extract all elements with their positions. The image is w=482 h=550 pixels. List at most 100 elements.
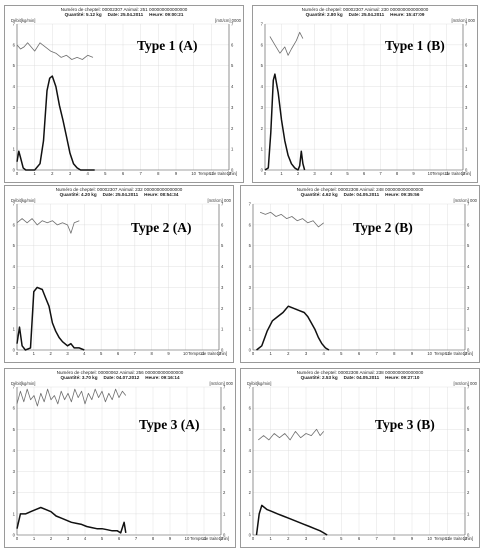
- y-tick-label-right: 7: [467, 385, 470, 390]
- x-tick-label: 0: [16, 171, 19, 176]
- y-tick-label-right: 5: [465, 63, 468, 68]
- x-tick-label: 2: [49, 351, 52, 356]
- x-tick-label: 10: [427, 536, 432, 541]
- x-tick-label: 3: [67, 536, 70, 541]
- x-tick-label: 3: [69, 171, 72, 176]
- y-tick-label: 7: [249, 202, 252, 207]
- x-tick-label: 7: [379, 171, 382, 176]
- chart-type-label: Type 1 (B): [385, 38, 445, 53]
- series-line-conductivity: [259, 211, 324, 228]
- y-axis-label-right: [mS/cm] 000: [451, 18, 475, 23]
- y-tick-label-right: 2: [221, 306, 224, 311]
- x-tick-label: 7: [134, 351, 137, 356]
- series-line-flow: [16, 286, 85, 351]
- x-tick-label: 3: [305, 536, 308, 541]
- chart-svg: 0 1 2 3 4 5 6 7 8 9 10 11 120 01 12 23 34 45 56 67 7: [13, 385, 226, 542]
- x-axis-label: Temps de traite [min]: [434, 536, 473, 541]
- header-time: Heure: 09:16:14: [145, 375, 180, 380]
- x-tick-label: 7: [375, 351, 378, 356]
- x-tick-label: 9: [175, 171, 178, 176]
- y-tick-label-right: 5: [467, 243, 470, 248]
- chart-svg: 0 1 2 3 4 5 6 7 8 9 10 11 120 01 12 23 34 45 56 67 7: [261, 22, 468, 177]
- series-line-flow: [264, 73, 306, 171]
- y-tick-label: 7: [261, 22, 264, 27]
- gridlines: [16, 386, 222, 536]
- y-tick-label: 6: [13, 42, 16, 47]
- y-tick-label-right: 5: [467, 427, 470, 432]
- chart-panel-type-2-a: 0 1 2 3 4 5 6 7 8 9 10 11 12 0 0 1 1 2 2 3 3 4 4 5 5 6 6 7 7 Numéro d…: [4, 185, 234, 363]
- y-tick-label-right: 5: [221, 243, 224, 248]
- series-line-conductivity: [16, 388, 127, 407]
- x-tick-label: 11: [202, 536, 207, 541]
- y-tick-label: 3: [13, 105, 16, 110]
- x-tick-label: 0: [252, 351, 255, 356]
- y-tick-label: 2: [13, 306, 16, 311]
- x-tick-label: 9: [411, 536, 414, 541]
- axes: [16, 387, 222, 536]
- header-quantity: Quantité: 4.62 kg: [300, 192, 338, 197]
- y-tick-label-right: 3: [223, 469, 226, 474]
- y-tick-label: 6: [249, 406, 252, 411]
- x-tick-label: 4: [83, 351, 86, 356]
- y-tick-label: 6: [249, 222, 252, 227]
- x-tick-label: 9: [411, 351, 414, 356]
- y-tick-label: 2: [249, 306, 252, 311]
- y-tick-label-right: 6: [231, 42, 234, 47]
- y-tick-label-right: 4: [223, 448, 226, 453]
- x-tick-label: 12: [217, 351, 222, 356]
- y-tick-label-right: 7: [465, 22, 468, 27]
- y-tick-label: 3: [249, 285, 252, 290]
- header-date: Date: 04.05.2011: [343, 375, 380, 380]
- x-tick-label: 6: [118, 536, 121, 541]
- series-line-flow: [256, 305, 330, 351]
- y-tick-label-right: 3: [467, 285, 470, 290]
- y-tick-label-right: 6: [221, 222, 224, 227]
- y-tick-label-right: 1: [223, 511, 226, 516]
- x-tick-label: 5: [101, 536, 104, 541]
- x-tick-label: 6: [358, 351, 361, 356]
- chart-header-line: Numéro de cheptel: 00000062 Animal: 256 …: [56, 370, 184, 375]
- chart-header-line: Numéro de cheptel: 00002307 Animal: 251 …: [60, 7, 188, 12]
- y-tick-label-right: 1: [467, 327, 470, 332]
- x-tick-label: 11: [445, 351, 450, 356]
- x-tick-label: 0: [16, 351, 19, 356]
- y-tick-label-right: 2: [231, 126, 234, 131]
- x-tick-label: 3: [313, 171, 316, 176]
- y-tick-label: 0: [13, 168, 16, 173]
- axes: [252, 204, 466, 351]
- x-tick-label: 10: [191, 171, 196, 176]
- y-tick-label: 5: [249, 427, 252, 432]
- x-tick-label: 8: [152, 536, 155, 541]
- x-tick-label: 7: [375, 536, 378, 541]
- chart-header-details: Quantité: 3.70 kg Date: 04.07.2012 Heure: …: [5, 375, 235, 380]
- y-tick-label: 1: [13, 327, 16, 332]
- x-axis-label: Temps de traite [min]: [198, 171, 237, 176]
- y-tick-label-right: 0: [231, 168, 234, 173]
- x-tick-label: 5: [340, 536, 343, 541]
- y-tick-label: 3: [13, 469, 16, 474]
- y-tick-label: 2: [261, 126, 264, 131]
- x-tick-label: 9: [167, 351, 170, 356]
- y-tick-label-right: 1: [467, 511, 470, 516]
- x-tick-label: 3: [66, 351, 69, 356]
- x-tick-label: 2: [287, 351, 290, 356]
- y-axis-label-right: [mS/cm] 000: [207, 198, 231, 203]
- chart-type-label: Type 1 (A): [137, 38, 198, 53]
- y-tick-label-right: 6: [467, 406, 470, 411]
- series-line-flow: [16, 506, 127, 534]
- x-tick-label: 1: [280, 171, 283, 176]
- y-tick-label: 4: [13, 84, 16, 89]
- chart-type-label: Type 2 (A): [131, 220, 192, 235]
- y-tick-label-right: 3: [467, 469, 470, 474]
- y-tick-label: 2: [249, 490, 252, 495]
- y-tick-label-right: 4: [467, 448, 470, 453]
- x-tick-label: 11: [444, 171, 449, 176]
- chart-type-label: Type 2 (B): [353, 220, 413, 235]
- x-tick-label: 6: [122, 171, 125, 176]
- x-tick-label: 10: [427, 351, 432, 356]
- y-tick-label-right: 1: [465, 147, 468, 152]
- series-line-conductivity: [16, 218, 80, 234]
- y-tick-label-right: 2: [467, 306, 470, 311]
- x-tick-label: 12: [463, 536, 468, 541]
- y-tick-label-right: 4: [467, 264, 470, 269]
